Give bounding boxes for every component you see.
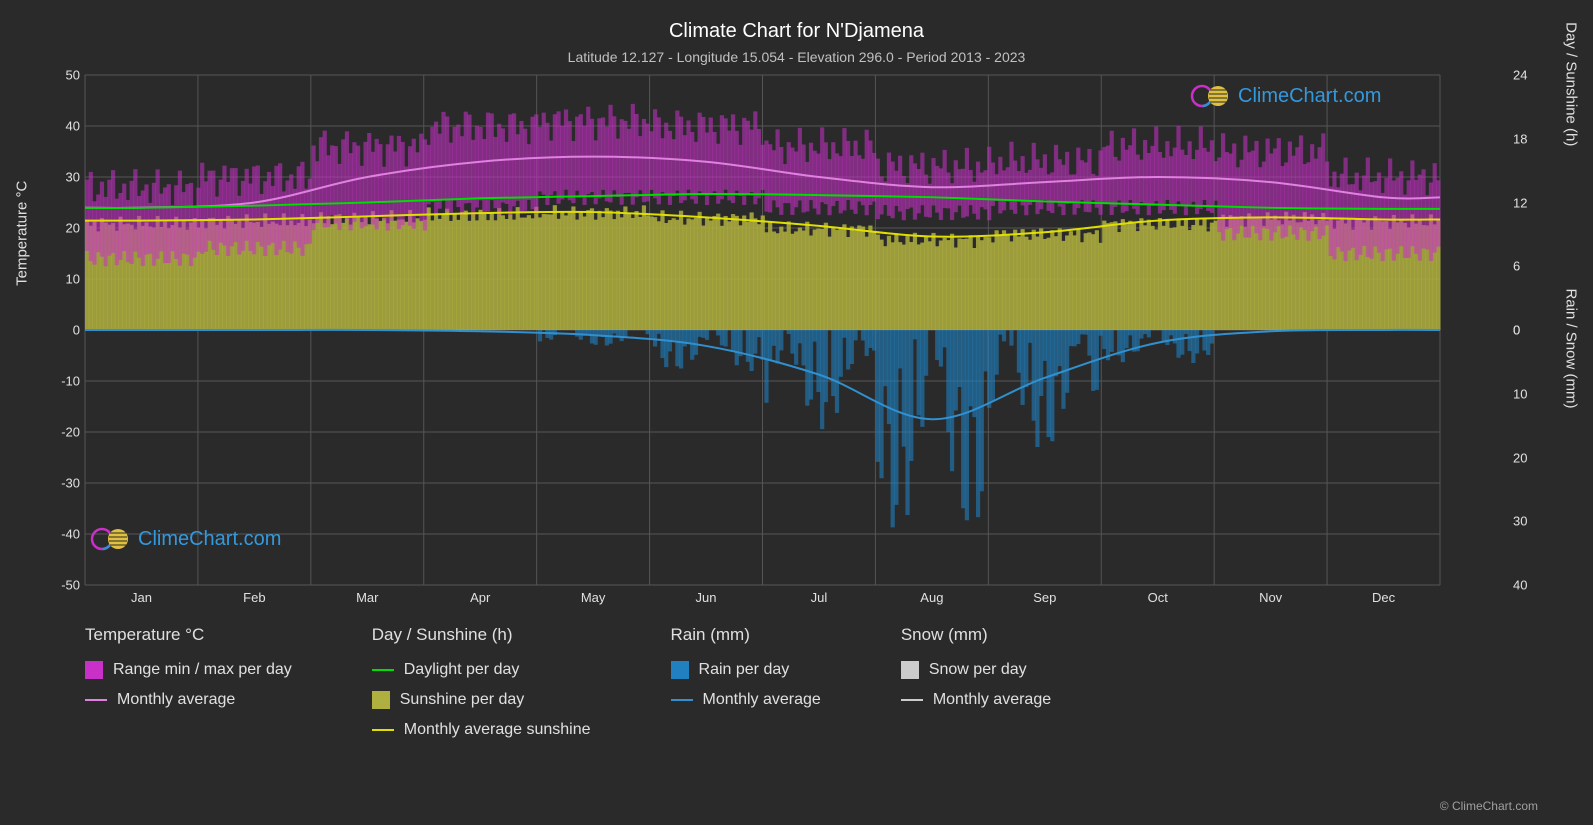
- y-right-top-tick: 18: [1513, 131, 1527, 146]
- legend-item: Monthly average sunshine: [372, 721, 591, 739]
- legend-column: Snow (mm) Snow per day Monthly average: [901, 625, 1051, 739]
- legend-label: Monthly average: [933, 691, 1051, 709]
- x-month-tick: May: [581, 590, 606, 605]
- x-month-tick: Jun: [696, 590, 717, 605]
- x-month-tick: Apr: [470, 590, 490, 605]
- x-month-tick: Feb: [243, 590, 265, 605]
- legend-swatch: [671, 699, 693, 701]
- y-left-tick: 0: [73, 323, 80, 338]
- x-month-tick: Oct: [1148, 590, 1168, 605]
- legend-item: Range min / max per day: [85, 661, 292, 679]
- legend-column: Day / Sunshine (h) Daylight per day Sunshi…: [372, 625, 591, 739]
- x-month-tick: Mar: [356, 590, 378, 605]
- legend-header: Snow (mm): [901, 625, 1051, 645]
- copyright-text: © ClimeChart.com: [1440, 799, 1538, 813]
- y-left-tick: -30: [61, 476, 80, 491]
- watermark-logo: ClimeChart.com: [90, 525, 281, 553]
- legend-label: Monthly average sunshine: [404, 721, 591, 739]
- legend-label: Monthly average: [703, 691, 821, 709]
- legend-item: Monthly average: [671, 691, 821, 709]
- y-right-top-tick: 24: [1513, 68, 1527, 83]
- y-left-tick: 10: [66, 272, 80, 287]
- legend-swatch: [372, 691, 390, 709]
- chart-title: Climate Chart for N'Djamena: [0, 0, 1593, 43]
- y-left-tick: -50: [61, 578, 80, 593]
- legend-swatch: [901, 699, 923, 701]
- y-right-bottom-tick: 40: [1513, 578, 1527, 593]
- y-right-top-tick: 6: [1513, 259, 1520, 274]
- legend-item: Daylight per day: [372, 661, 591, 679]
- watermark-logo: ClimeChart.com: [1190, 82, 1381, 110]
- y-right-bottom-tick: 0: [1513, 323, 1520, 338]
- legend-swatch: [85, 661, 103, 679]
- legend-item: Monthly average: [901, 691, 1051, 709]
- y-right-bottom-tick: 30: [1513, 514, 1527, 529]
- plot-area: [85, 75, 1440, 585]
- x-month-tick: Dec: [1372, 590, 1395, 605]
- x-month-tick: Nov: [1259, 590, 1282, 605]
- legend-label: Snow per day: [929, 661, 1027, 679]
- legend-item: Monthly average: [85, 691, 292, 709]
- legend-item: Snow per day: [901, 661, 1051, 679]
- x-month-tick: Sep: [1033, 590, 1056, 605]
- legend-header: Rain (mm): [671, 625, 821, 645]
- x-month-tick: Aug: [920, 590, 943, 605]
- legend-swatch: [85, 699, 107, 701]
- y-axis-left-label: Temperature °C: [14, 181, 31, 286]
- legend-header: Day / Sunshine (h): [372, 625, 591, 645]
- x-axis: Jan Feb Mar Apr May Jun Jul Aug Sep Oct Nov Dec: [85, 590, 1440, 610]
- climate-chart-container: Climate Chart for N'Djamena Latitude 12.…: [0, 0, 1593, 825]
- legend-item: Sunshine per day: [372, 691, 591, 709]
- legend-column: Temperature °C Range min / max per day Mon…: [85, 625, 292, 739]
- y-left-tick: 50: [66, 68, 80, 83]
- x-month-tick: Jan: [131, 590, 152, 605]
- legend-label: Monthly average: [117, 691, 235, 709]
- y-axis-right-top-label: Day / Sunshine (h): [1563, 22, 1580, 146]
- legend-item: Rain per day: [671, 661, 821, 679]
- y-axis-right-bottom-label: Rain / Snow (mm): [1563, 288, 1580, 408]
- legend-header: Temperature °C: [85, 625, 292, 645]
- legend-area: Temperature °C Range min / max per day Mon…: [85, 625, 1440, 739]
- y-right-top-tick: 12: [1513, 195, 1527, 210]
- legend-label: Rain per day: [699, 661, 790, 679]
- plot-svg: [85, 75, 1440, 585]
- legend-swatch: [901, 661, 919, 679]
- legend-swatch: [372, 669, 394, 671]
- y-left-tick: 40: [66, 119, 80, 134]
- legend-label: Sunshine per day: [400, 691, 525, 709]
- y-axis-left: -50-40-30-20-1001020304050: [50, 75, 80, 585]
- chart-subtitle: Latitude 12.127 - Longitude 15.054 - Ele…: [0, 43, 1593, 65]
- legend-label: Daylight per day: [404, 661, 520, 679]
- y-left-tick: 30: [66, 170, 80, 185]
- y-right-bottom-tick: 20: [1513, 450, 1527, 465]
- y-left-tick: 20: [66, 221, 80, 236]
- y-left-tick: -10: [61, 374, 80, 389]
- y-axis-right-bottom: 010203040: [1513, 330, 1543, 585]
- legend-swatch: [671, 661, 689, 679]
- x-month-tick: Jul: [811, 590, 828, 605]
- legend-swatch: [372, 729, 394, 731]
- y-left-tick: -40: [61, 527, 80, 542]
- legend-label: Range min / max per day: [113, 661, 292, 679]
- legend-column: Rain (mm) Rain per day Monthly average: [671, 625, 821, 739]
- y-axis-right-top: 06121824: [1513, 75, 1543, 330]
- y-left-tick: -20: [61, 425, 80, 440]
- y-right-bottom-tick: 10: [1513, 386, 1527, 401]
